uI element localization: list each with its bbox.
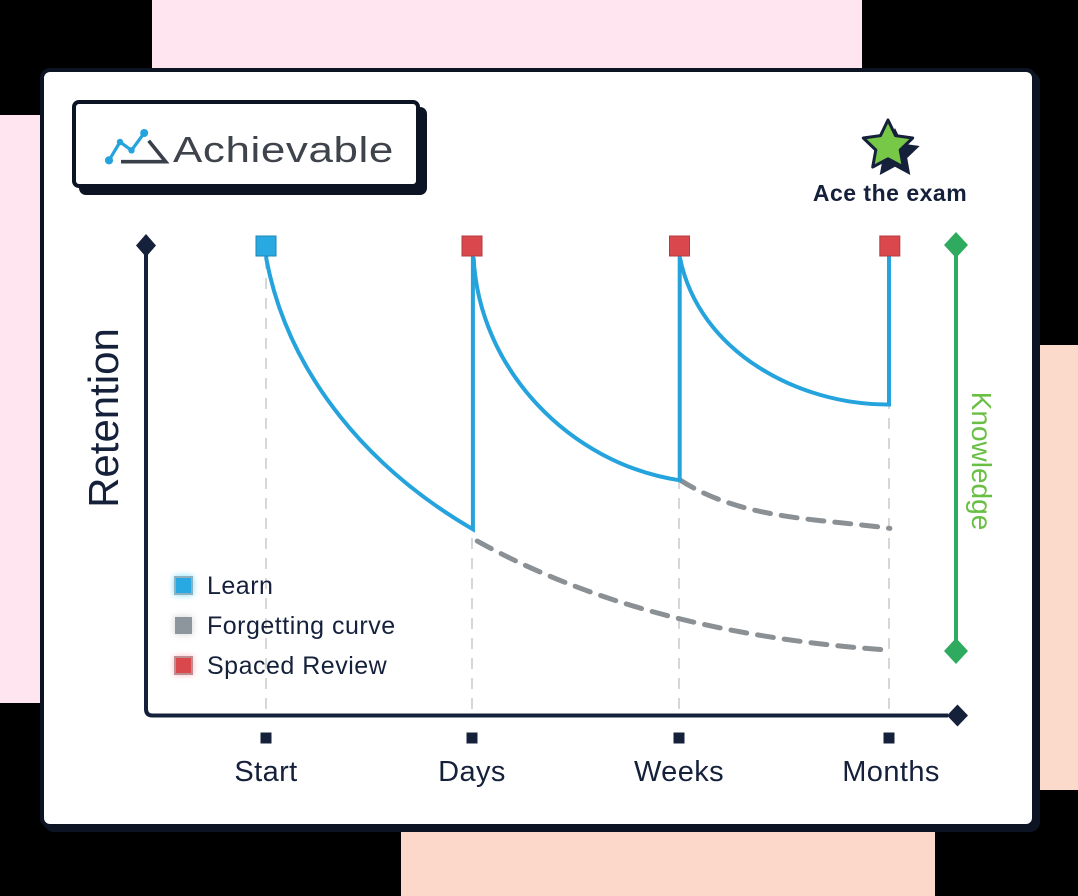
svg-text:Spaced Review: Spaced Review — [207, 652, 388, 680]
svg-text:Days: Days — [438, 756, 506, 788]
svg-text:Months: Months — [842, 756, 940, 788]
svg-text:Weeks: Weeks — [634, 756, 724, 788]
svg-text:Forgetting curve: Forgetting curve — [207, 612, 396, 640]
svg-text:Retention: Retention — [80, 328, 127, 508]
svg-text:Start: Start — [234, 756, 297, 788]
svg-text:Learn: Learn — [207, 572, 273, 600]
svg-text:Knowledge: Knowledge — [966, 392, 997, 531]
